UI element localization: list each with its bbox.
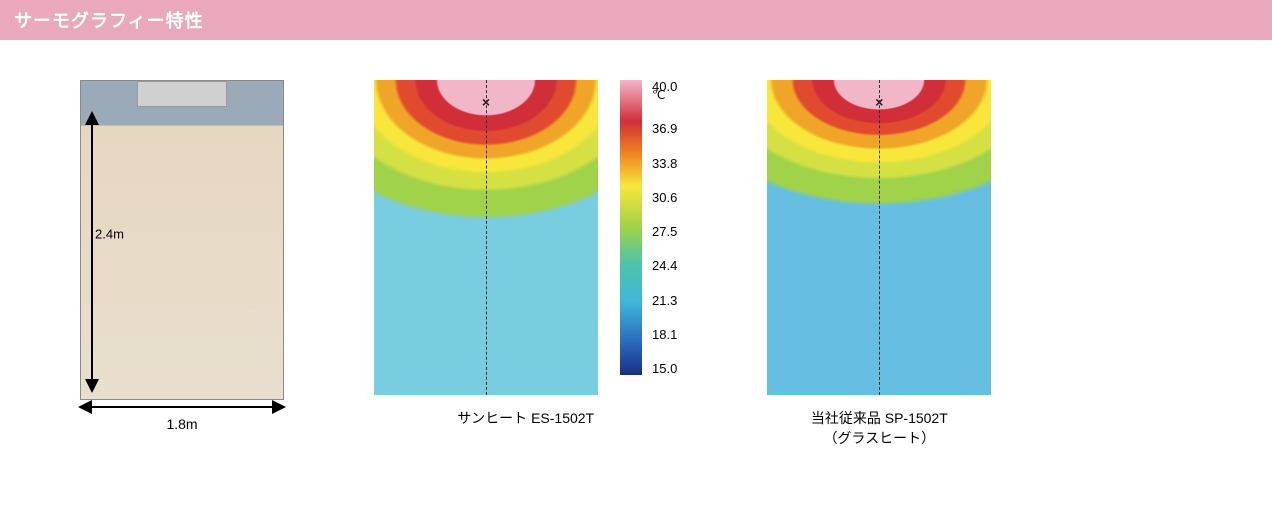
scale-tick: 27.5 xyxy=(652,225,677,238)
dimension-vertical-label: 2.4m xyxy=(95,226,124,241)
thermal-row-a: × 40.0℃ 36.9 33.8 30.6 27.5 24.4 21.3 18.1 15.0 xyxy=(374,80,677,395)
dimension-vertical-arrow xyxy=(91,113,93,391)
caption-b: 当社従来品 SP-1502T （グラスヒート） xyxy=(811,409,948,448)
x-marker-b: × xyxy=(875,94,883,110)
centerline-b xyxy=(879,80,880,395)
panels-row: 2.4m 1.8m × 40.0℃ 36.9 33.8 30.6 27.5 24.4 21.… xyxy=(0,40,1272,448)
scale-gradient-bar xyxy=(620,80,642,375)
scale-tick: 15.0 xyxy=(652,362,677,375)
centerline-a xyxy=(486,80,487,395)
dimension-horizontal-label: 1.8m xyxy=(166,416,197,432)
scale-tick: 18.1 xyxy=(652,328,677,341)
setup-photo: 2.4m xyxy=(80,80,284,400)
scale-tick: 24.4 xyxy=(652,259,677,272)
scale-tick: 30.6 xyxy=(652,191,677,204)
scale-tick: 33.8 xyxy=(652,157,677,170)
section-title: サーモグラフィー特性 xyxy=(14,11,204,31)
x-marker-a: × xyxy=(482,94,490,110)
section-header: サーモグラフィー特性 xyxy=(0,0,1272,40)
heater-icon xyxy=(137,81,227,107)
thermography-image-a: × xyxy=(374,80,598,395)
thermal-panel-b: × 当社従来品 SP-1502T （グラスヒート） xyxy=(767,80,991,448)
thermography-image-b: × xyxy=(767,80,991,395)
photo-wrap: 2.4m 1.8m xyxy=(80,80,284,432)
scale-tick: 40.0℃ xyxy=(652,80,677,101)
caption-a: サンヒート ES-1502T xyxy=(457,409,594,429)
color-scale: 40.0℃ 36.9 33.8 30.6 27.5 24.4 21.3 18.1 15.0 xyxy=(620,80,677,375)
scale-tick: 21.3 xyxy=(652,294,677,307)
dimension-horizontal-arrow xyxy=(80,406,284,408)
scale-tick-column: 40.0℃ 36.9 33.8 30.6 27.5 24.4 21.3 18.1 15.0 xyxy=(652,80,677,375)
scale-tick: 36.9 xyxy=(652,122,677,135)
photo-panel: 2.4m 1.8m xyxy=(80,80,284,432)
thermal-panel-a: × 40.0℃36.933.830.627.524.421.318.115.0 … xyxy=(374,80,677,429)
